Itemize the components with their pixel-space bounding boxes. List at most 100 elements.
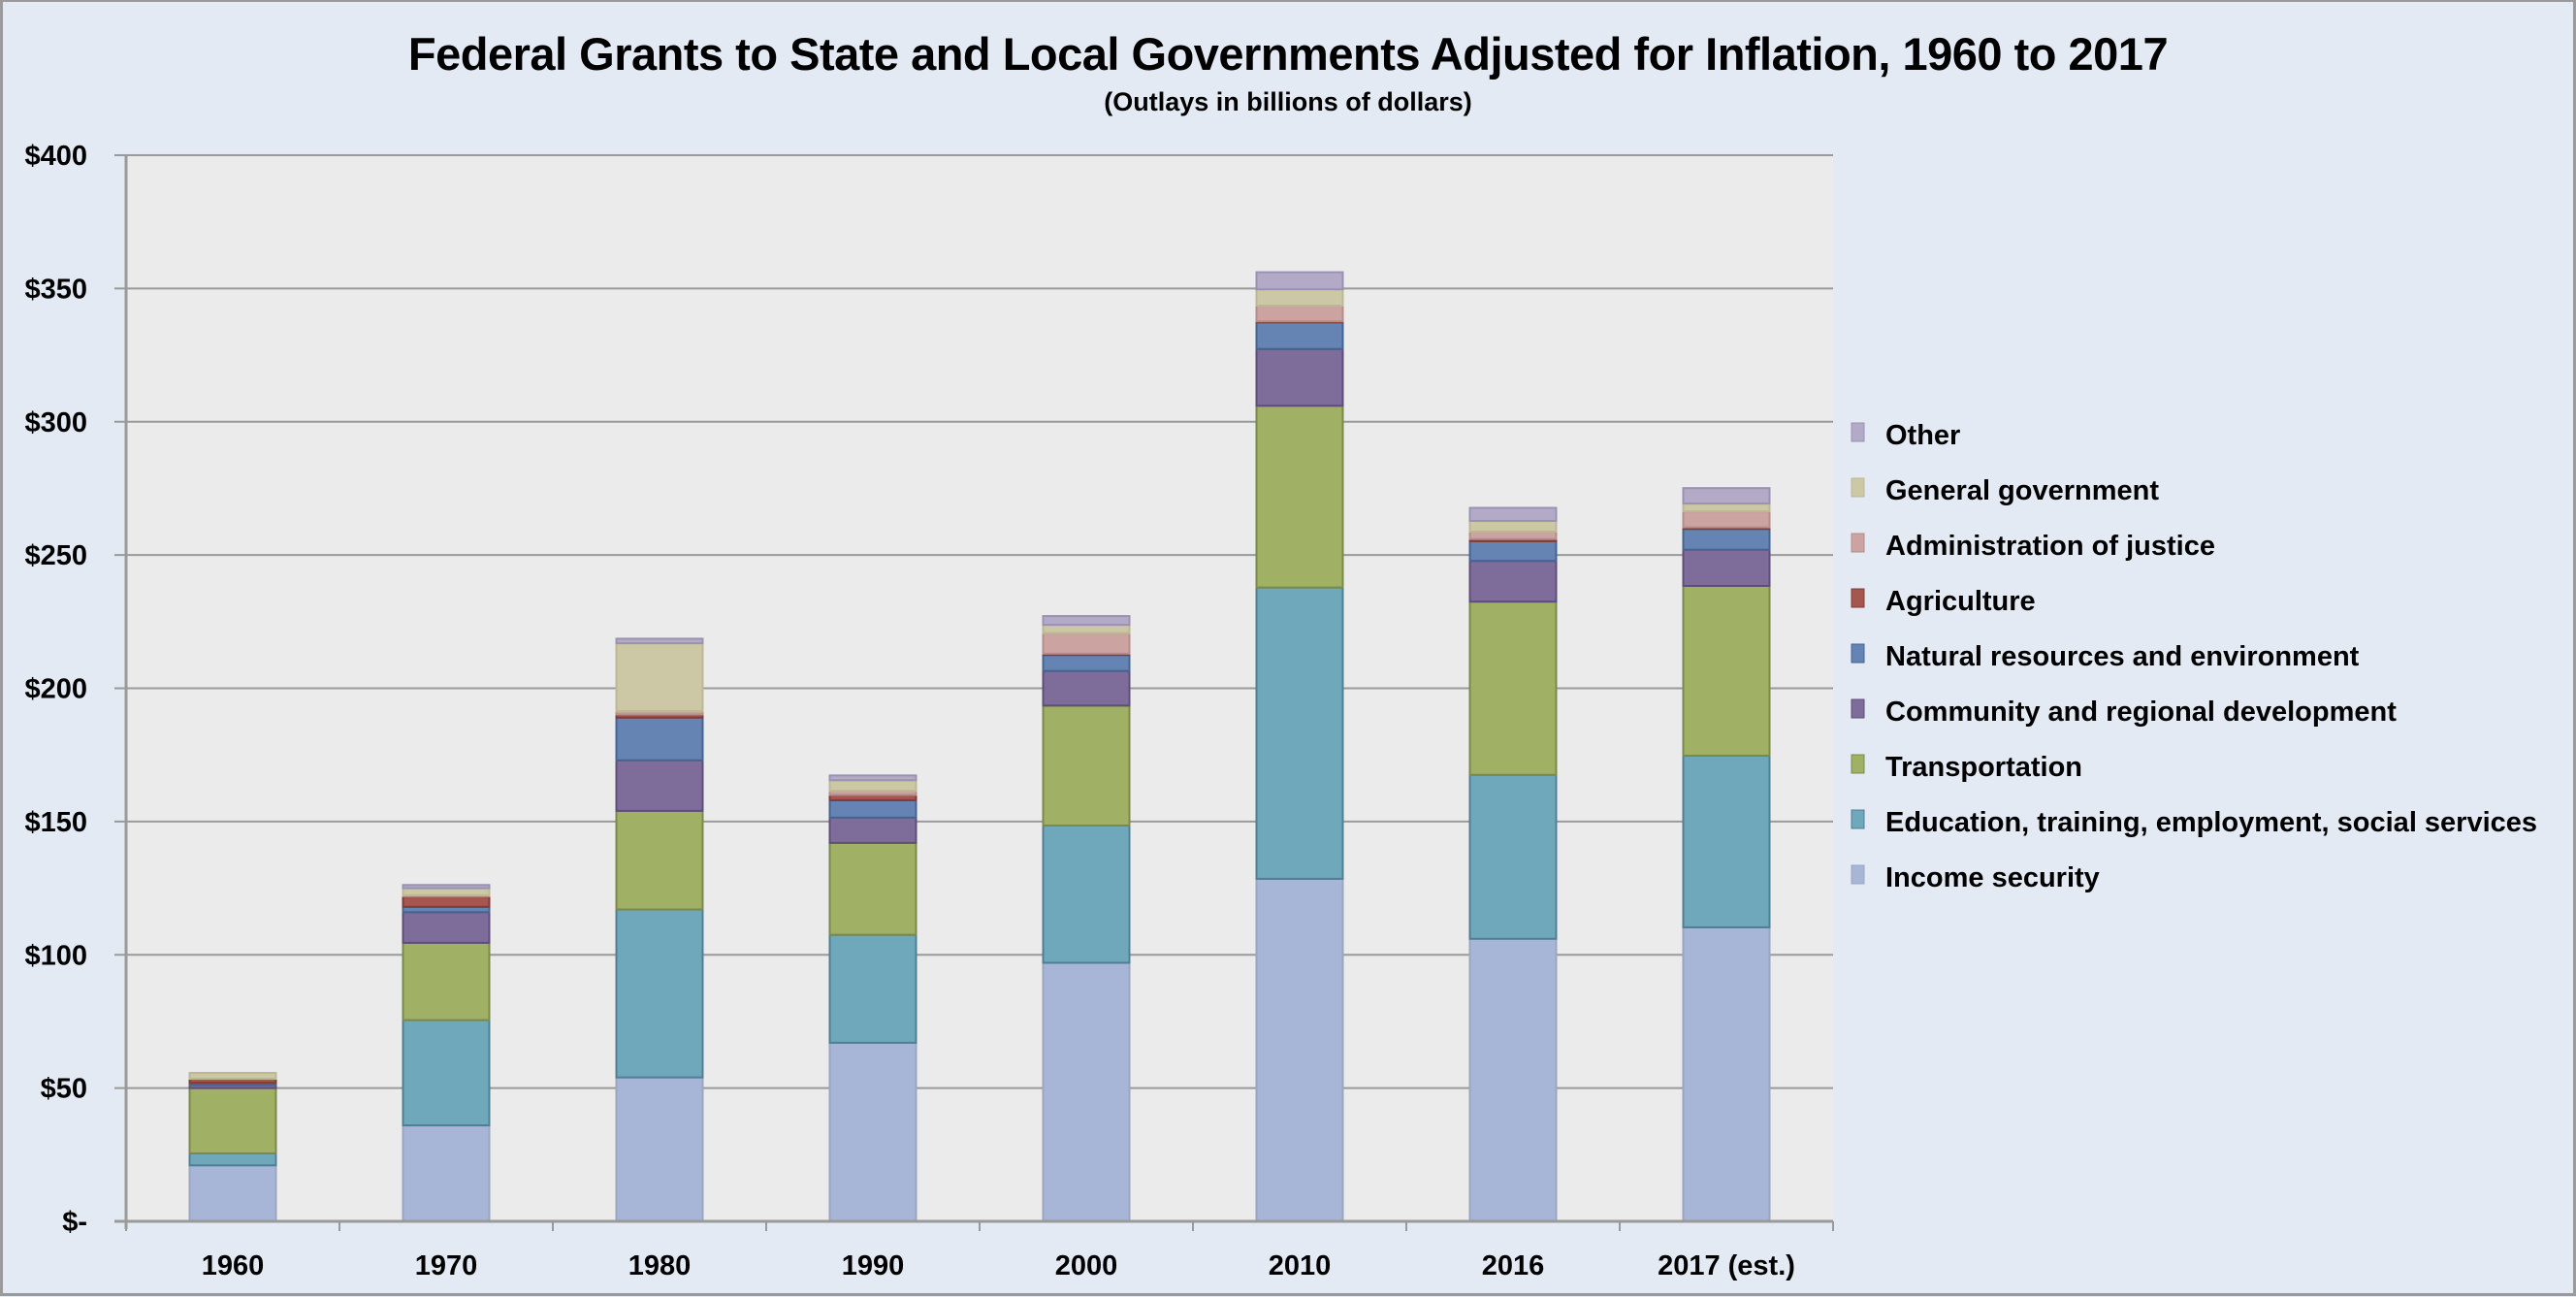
legend-swatch	[1851, 754, 1865, 774]
bar-segment	[1468, 519, 1558, 533]
legend-item: Income security	[1851, 862, 2100, 893]
legend-item: Community and regional development	[1851, 697, 2397, 728]
bar-segment	[1682, 755, 1771, 928]
bar-segment	[615, 1076, 704, 1223]
legend-item: Natural resources and environment	[1851, 641, 2360, 672]
legend-label: Agriculture	[1885, 586, 2036, 617]
bars	[188, 271, 1771, 1223]
bar-segment	[1682, 487, 1771, 505]
bar-segment	[1468, 600, 1558, 776]
y-tick-label: $400	[24, 141, 87, 172]
x-tick-label: 1960	[202, 1250, 265, 1281]
bar-segment	[828, 933, 918, 1044]
legend-item: Other	[1851, 420, 1960, 451]
legend-item: Agriculture	[1851, 586, 2036, 617]
legend-item: Administration of justice	[1851, 531, 2215, 562]
y-tick-label: $300	[24, 407, 87, 438]
bar-segment	[1468, 506, 1558, 522]
bar-segment	[1042, 624, 1131, 634]
bar-segment	[1682, 548, 1771, 587]
bar-segment	[1468, 539, 1558, 563]
bar-segment	[828, 779, 918, 793]
legend-swatch	[1851, 698, 1865, 719]
bar-segment	[1255, 288, 1344, 307]
bar-segment	[1042, 824, 1131, 964]
bar-segment	[1468, 530, 1558, 540]
bar-segment	[402, 911, 491, 944]
bar-stack	[1255, 271, 1344, 1222]
legend-swatch	[1851, 588, 1865, 608]
legend-label: Administration of justice	[1885, 531, 2215, 562]
bar-stack	[1042, 615, 1131, 1222]
y-tick-label: $350	[24, 274, 87, 305]
x-tick-label: 1970	[415, 1250, 478, 1281]
legend-label: Community and regional development	[1885, 697, 2397, 728]
legend-label: Other	[1885, 420, 1960, 451]
bar-segment	[402, 941, 491, 1021]
bar-stack	[1682, 487, 1771, 1222]
bar-segment	[1255, 877, 1344, 1222]
bar-segment	[402, 887, 491, 896]
bar-segment	[188, 1071, 277, 1081]
bar-segment	[615, 759, 704, 812]
axes	[114, 155, 1833, 1229]
bar-segment	[402, 884, 491, 890]
bar-segment	[828, 1041, 918, 1222]
bar-stack	[828, 774, 918, 1222]
bar-segment	[828, 774, 918, 782]
legend-item: General government	[1851, 475, 2159, 506]
bar-stack	[188, 1071, 277, 1222]
bar-segment	[1255, 405, 1344, 589]
bar-segment	[188, 1164, 277, 1222]
legend-label: Natural resources and environment	[1885, 641, 2360, 672]
bar-segment	[1255, 347, 1344, 407]
bar-segment	[1682, 528, 1771, 551]
bar-segment	[615, 908, 704, 1079]
legend-swatch	[1851, 422, 1865, 442]
bar-segment	[1255, 304, 1344, 323]
legend-item: Transportation	[1851, 752, 2082, 783]
bar-segment	[615, 716, 704, 762]
x-tick-label: 1980	[628, 1250, 692, 1281]
bar-segment	[1042, 669, 1131, 707]
bar-segment	[1468, 560, 1558, 603]
bar-segment	[1255, 321, 1344, 350]
x-tick-label: 2000	[1055, 1250, 1118, 1281]
bar-segment	[828, 798, 918, 819]
bar-segment	[1682, 503, 1771, 513]
bar-stack	[615, 637, 704, 1223]
legend-label: Income security	[1885, 862, 2100, 893]
bar-segment	[402, 894, 491, 908]
bar-segment	[402, 1124, 491, 1222]
x-tick-label: 2010	[1269, 1250, 1332, 1281]
bar-stack	[402, 884, 491, 1222]
x-tick-label: 1990	[842, 1250, 905, 1281]
bar-segment	[188, 1151, 277, 1167]
bar-segment	[1042, 654, 1131, 672]
bar-segment	[615, 809, 704, 911]
bar-segment	[615, 642, 704, 713]
bar-segment	[1682, 510, 1771, 529]
bar-segment	[1042, 961, 1131, 1222]
bar-segment	[828, 841, 918, 936]
bar-segment	[828, 816, 918, 844]
legend-swatch	[1851, 864, 1865, 885]
bar-stack	[1468, 506, 1558, 1222]
bar-segment	[1468, 937, 1558, 1222]
legend-label: Transportation	[1885, 752, 2082, 783]
chart-title: Federal Grants to State and Local Govern…	[407, 28, 2169, 80]
y-tick-label: $150	[24, 807, 87, 838]
bar-segment	[1255, 586, 1344, 880]
x-axis-ticks: 1960 1970 1980 1990 2000 2010 2016 2017 (est.)	[125, 1221, 1834, 1281]
y-tick-label: $50	[41, 1074, 87, 1105]
legend: Other General government Administration of…	[1851, 420, 2537, 893]
bar-segment	[1682, 584, 1771, 758]
legend-swatch	[1851, 533, 1865, 553]
bar-segment	[1255, 271, 1344, 291]
x-tick-label: 2016	[1482, 1250, 1545, 1281]
y-tick-label: $250	[24, 540, 87, 571]
bar-segment	[188, 1086, 277, 1154]
y-tick-label: $200	[24, 674, 87, 705]
legend-item: Education, training, employment, social …	[1851, 807, 2537, 838]
